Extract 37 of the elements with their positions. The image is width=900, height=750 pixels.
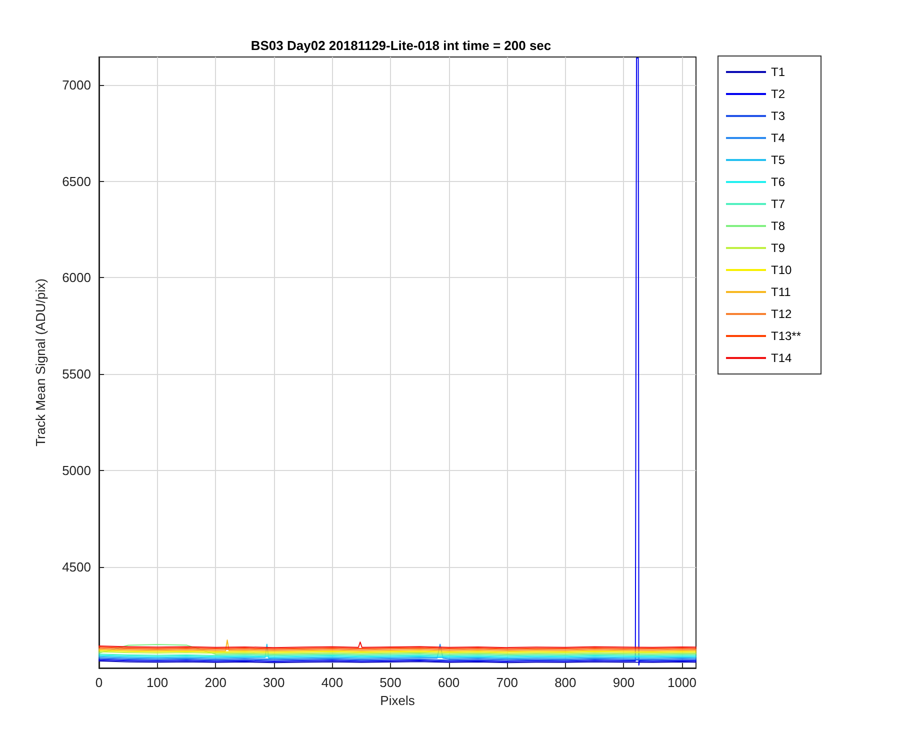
x-axis-title: Pixels: [380, 692, 416, 708]
legend-label: T7: [771, 197, 786, 211]
x-tick-label: 800: [554, 675, 576, 690]
legend-label: T3: [771, 109, 786, 123]
line-series: [98, 640, 696, 652]
y-tick-label: 6500: [62, 174, 91, 189]
y-axis-title: Track Mean Signal (ADU/pix): [33, 278, 48, 446]
x-tick-label: 0: [95, 675, 103, 690]
legend-label: T10: [771, 263, 792, 277]
legend-label: T1: [771, 65, 786, 79]
x-tick-label: 100: [146, 675, 168, 690]
legend-label: T12: [771, 307, 792, 321]
x-tick-label: 1000: [668, 675, 696, 690]
y-tick-label: 5000: [62, 462, 91, 478]
x-tick-label: 300: [263, 675, 285, 690]
legend-label: T5: [771, 153, 786, 167]
line-series: [98, 57, 696, 666]
legend-label: T9: [771, 241, 786, 255]
legend-label: T8: [771, 219, 786, 233]
x-tick-label: 700: [496, 675, 518, 690]
x-tick-label: 200: [204, 675, 226, 690]
y-tick-label: 5500: [62, 366, 91, 382]
line-series: [98, 644, 696, 656]
legend-label: T6: [771, 175, 786, 189]
x-tick-label: 400: [321, 675, 344, 690]
y-tick-label: 6000: [62, 270, 91, 286]
legend-label: T14: [771, 351, 792, 365]
y-tick-label: 4500: [62, 559, 91, 574]
legend-label: T4: [771, 131, 786, 145]
legend-label: T13**: [771, 329, 802, 343]
chart-title: BS03 Day02 20181129-Lite-018 int time = 200 sec: [250, 38, 552, 53]
legend-label: T11: [771, 285, 792, 299]
x-tick-label: 900: [612, 675, 635, 690]
x-tick-label: 500: [380, 675, 402, 690]
y-tick-label: 7000: [62, 77, 91, 92]
x-tick-label: 600: [438, 675, 460, 690]
legend-label: T2: [771, 87, 786, 101]
